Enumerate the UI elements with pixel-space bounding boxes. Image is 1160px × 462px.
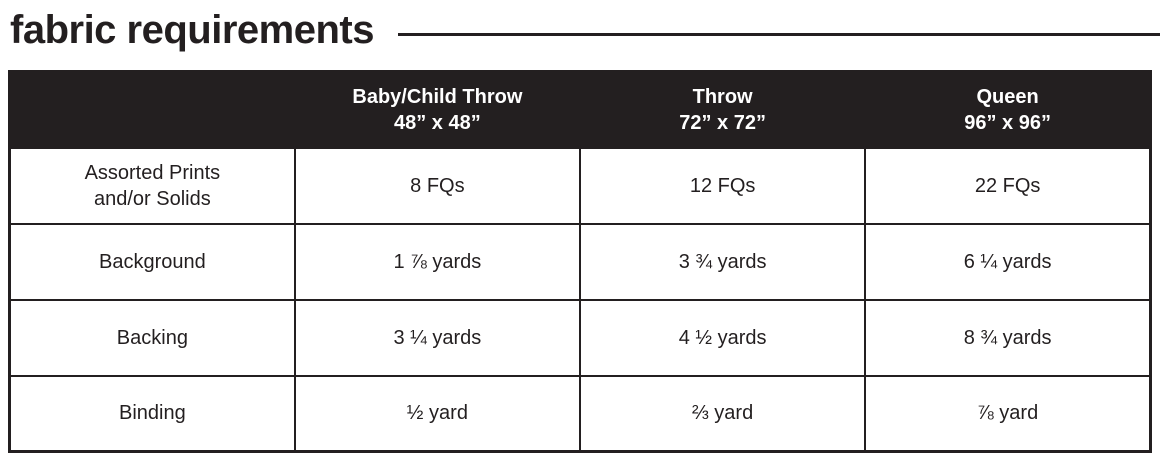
table-cell: 12 FQs <box>578 146 867 225</box>
header-cell-throw: Throw 72” x 72” <box>578 70 867 149</box>
table-cell: 3 ¾ yards <box>578 222 867 301</box>
header-cell-baby-child-throw: Baby/Child Throw 48” x 48” <box>293 70 582 149</box>
column-label: Queen <box>976 85 1039 108</box>
table-cell: 1 ⅞ yards <box>293 222 582 301</box>
column-label: Baby/Child Throw <box>352 85 523 108</box>
table-header: Baby/Child Throw 48” x 48” Throw 72” x 7… <box>8 70 1152 149</box>
table-cell: 6 ¼ yards <box>864 222 1152 301</box>
table-cell: 8 FQs <box>293 146 582 225</box>
header-cell-empty <box>8 70 296 149</box>
table-row-backing: Backing 3 ¼ yards 4 ½ yards 8 ¾ yards <box>8 298 1152 377</box>
table-cell: 3 ¼ yards <box>293 298 582 377</box>
table-cell: 22 FQs <box>864 146 1152 225</box>
page-title: fabric requirements <box>10 8 374 52</box>
title-bar: fabric requirements <box>0 0 1160 62</box>
table-row-assorted-prints: Assorted Prints and/or Solids 8 FQs 12 F… <box>8 146 1152 225</box>
row-label: Assorted Prints and/or Solids <box>8 146 296 225</box>
table-cell: ⅔ yard <box>578 374 867 453</box>
row-label: Background <box>8 222 296 301</box>
table-cell: 8 ¾ yards <box>864 298 1152 377</box>
title-rule-line <box>397 32 1160 36</box>
table-row-binding: Binding ½ yard ⅔ yard ⅞ yard <box>8 374 1152 453</box>
column-size: 72” x 72” <box>679 111 766 134</box>
table-cell: ⅞ yard <box>864 374 1152 453</box>
table-cell: ½ yard <box>293 374 582 453</box>
column-label: Throw <box>692 85 753 108</box>
table-row-background: Background 1 ⅞ yards 3 ¾ yards 6 ¼ yards <box>8 222 1152 301</box>
header-row: Baby/Child Throw 48” x 48” Throw 72” x 7… <box>8 70 1152 149</box>
header-cell-queen: Queen 96” x 96” <box>864 70 1152 149</box>
column-size: 96” x 96” <box>964 111 1051 134</box>
table-cell: 4 ½ yards <box>578 298 867 377</box>
fabric-requirements-table: Baby/Child Throw 48” x 48” Throw 72” x 7… <box>8 70 1152 453</box>
column-size: 48” x 48” <box>394 111 481 134</box>
table-body: Assorted Prints and/or Solids 8 FQs 12 F… <box>8 146 1152 453</box>
row-label: Binding <box>8 374 296 453</box>
row-label: Backing <box>8 298 296 377</box>
